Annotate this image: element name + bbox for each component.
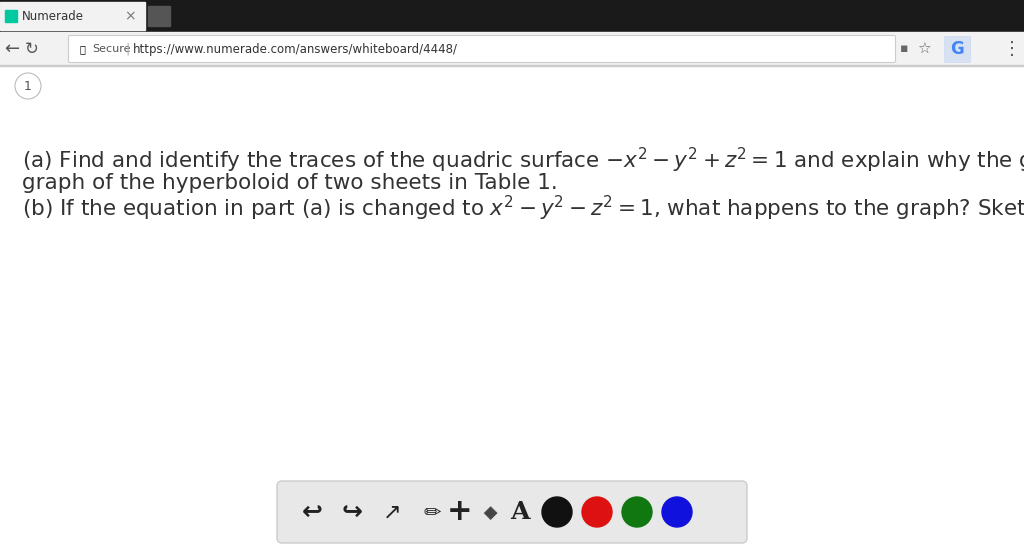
Text: |: | bbox=[125, 43, 129, 55]
Text: (b) If the equation in part (a) is changed to $x^2-y^2-z^2=1$, what happens to t: (b) If the equation in part (a) is chang… bbox=[22, 194, 1024, 223]
Text: 🔒: 🔒 bbox=[80, 44, 86, 54]
Text: G: G bbox=[950, 40, 964, 58]
Bar bbox=[148, 6, 170, 26]
Text: ⋮: ⋮ bbox=[1002, 40, 1021, 58]
Text: 1: 1 bbox=[24, 80, 32, 93]
Circle shape bbox=[622, 497, 652, 527]
Text: A: A bbox=[510, 500, 529, 524]
FancyBboxPatch shape bbox=[69, 35, 896, 63]
Text: https://www.numerade.com/answers/whiteboard/4448/: https://www.numerade.com/answers/whitebo… bbox=[133, 43, 458, 55]
Text: ↗: ↗ bbox=[383, 503, 401, 523]
Circle shape bbox=[582, 497, 612, 527]
Text: ↻: ↻ bbox=[25, 40, 39, 58]
Text: ▪: ▪ bbox=[900, 43, 908, 55]
Bar bbox=[0, 65, 1024, 66]
Text: ◼: ◼ bbox=[480, 502, 500, 522]
Text: Numerade: Numerade bbox=[22, 9, 84, 23]
Text: Secure: Secure bbox=[92, 44, 130, 54]
Text: ←: ← bbox=[4, 40, 19, 58]
Text: graph of the hyperboloid of two sheets in Table 1.: graph of the hyperboloid of two sheets i… bbox=[22, 173, 558, 193]
Circle shape bbox=[15, 73, 41, 99]
Bar bbox=[0, 0, 1024, 32]
Text: ☆: ☆ bbox=[918, 42, 931, 57]
Text: ↪: ↪ bbox=[341, 500, 362, 524]
Text: ×: × bbox=[124, 9, 136, 23]
Circle shape bbox=[662, 497, 692, 527]
Bar bbox=[0, 2, 145, 30]
Bar bbox=[0, 66, 1024, 554]
Text: +: + bbox=[447, 497, 473, 526]
Text: (a) Find and identify the traces of the quadric surface $-x^2-y^2+z^2=1$ and exp: (a) Find and identify the traces of the … bbox=[22, 146, 1024, 175]
FancyBboxPatch shape bbox=[278, 481, 746, 543]
Bar bbox=[0, 32, 1024, 66]
Text: ↩: ↩ bbox=[301, 500, 323, 524]
Text: ✏: ✏ bbox=[423, 502, 440, 522]
Circle shape bbox=[542, 497, 572, 527]
Bar bbox=[944, 36, 970, 62]
Bar bbox=[5, 10, 17, 22]
